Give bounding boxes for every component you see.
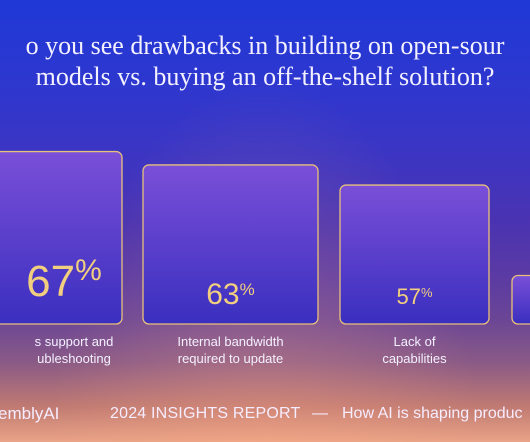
bar-1 xyxy=(0,150,123,325)
bar-2 xyxy=(142,164,319,325)
value-label-1: 67% xyxy=(26,254,102,307)
category-label-3-line-2: capabilities xyxy=(382,351,447,366)
chart-title: o you see drawbacks in building on open-… xyxy=(0,30,530,92)
value-label-2: 63% xyxy=(206,278,255,311)
report-tagline: How AI is shaping produc xyxy=(342,405,523,422)
category-label-2-line-2: required to update xyxy=(178,351,284,366)
report-title: 2024 INSIGHTS REPORT xyxy=(110,405,301,422)
footer-bar: emblyAI 2024 INSIGHTS REPORT — How AI is… xyxy=(0,402,530,426)
brand-name: emblyAI xyxy=(0,404,60,423)
bar-4 xyxy=(511,274,530,325)
footer-separator: — xyxy=(312,405,328,422)
category-label-1-line-1: s support and xyxy=(35,334,114,349)
value-label-3: 57% xyxy=(396,284,432,309)
bars-layer: 67% s support and ubleshooting 63% Internal … xyxy=(0,150,530,366)
category-label-1-line-2: ubleshooting xyxy=(37,351,111,366)
bar-3 xyxy=(339,184,490,325)
title-line-2: models vs. buying an off-the-shelf solut… xyxy=(35,62,495,91)
category-label-3-line-1: Lack of xyxy=(394,334,436,349)
category-label-2-line-1: Internal bandwidth xyxy=(177,334,283,349)
title-line-1: o you see drawbacks in building on open-… xyxy=(25,31,505,60)
